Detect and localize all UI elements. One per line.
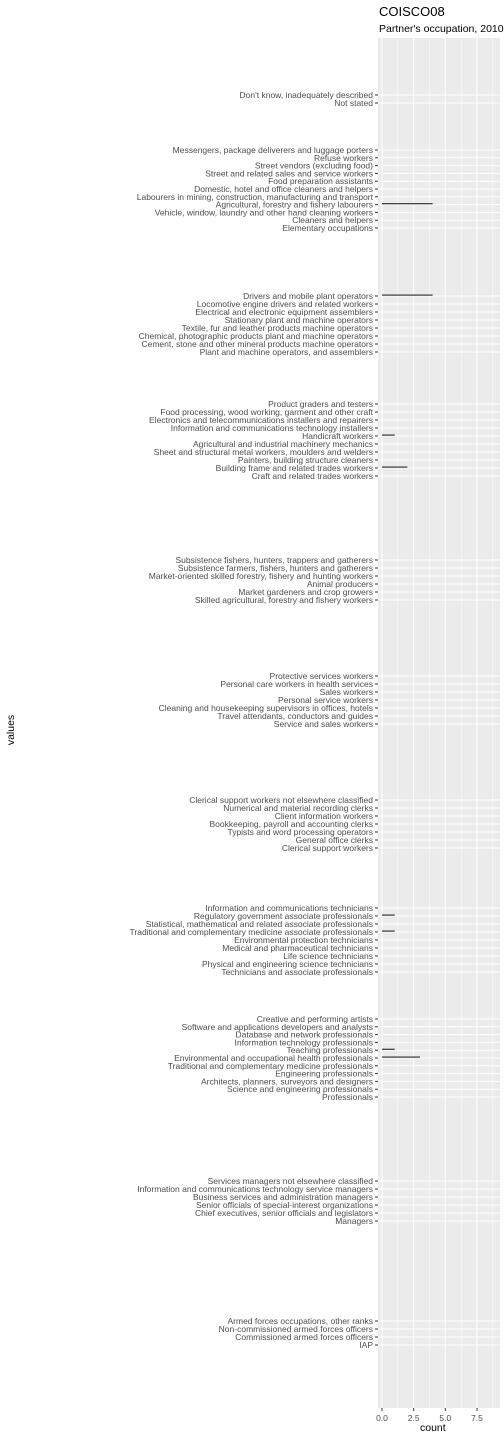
y-tick-label: Physical and engineering science technic…	[202, 959, 373, 969]
bar	[382, 930, 395, 932]
y-tick-label: Creative and performing artists	[257, 1014, 373, 1024]
bar	[382, 203, 433, 205]
y-tick-label: Market-oriented skilled forestry, fisher…	[149, 571, 373, 581]
y-tick-label: Teaching professionals	[287, 1045, 373, 1055]
y-tick-label: Bookkeeping, payroll and accounting cler…	[210, 819, 374, 829]
y-tick-label: Technicians and associate professionals	[221, 967, 373, 977]
y-tick-label: Service and sales workers	[274, 719, 373, 729]
y-tick-label: Street vendors (excluding food)	[255, 161, 373, 171]
y-tick-label: Street and related sales and service wor…	[205, 168, 373, 178]
y-tick-label: Agricultural, forestry and fishery labou…	[216, 200, 373, 210]
y-tick-label: Typists and word processing operators	[227, 827, 373, 837]
y-tick-label: IAP	[359, 1340, 373, 1350]
x-tick-label: 7.5	[471, 1413, 483, 1423]
y-tick-label: Science and engineering professionals	[227, 1084, 373, 1094]
bar	[382, 434, 395, 436]
y-tick-label: Don't know, inadequately described	[240, 90, 374, 100]
y-tick-label: Handicraft workers	[302, 431, 373, 441]
y-tick-label: Skilled agricultural, forestry and fishe…	[195, 595, 373, 605]
y-tick-label: Food preparation assistants	[268, 176, 373, 186]
y-tick-label: Cement, stone and other mineral products…	[141, 339, 373, 349]
y-tick-label: Chief executives, senior officials and l…	[195, 1208, 373, 1218]
y-tick-label: Information and communications technolog…	[137, 1184, 373, 1194]
y-tick-label: Subsistence fishers, hunters, trappers a…	[176, 555, 374, 565]
y-tick-label: Senior officials of special-interest org…	[196, 1200, 373, 1210]
y-tick-label: Textile, fur and leather products machin…	[182, 323, 373, 333]
y-tick-label: Professionals	[322, 1092, 373, 1102]
y-tick-label: Numerical and material recording clerks	[223, 803, 373, 813]
y-tick-label: Client information workers	[275, 811, 373, 821]
x-axis-label: count	[420, 1422, 446, 1434]
y-tick-label: Labourers in mining, construction, manuf…	[137, 192, 374, 202]
y-tick-label: Locomotive engine drivers and related wo…	[197, 299, 373, 309]
y-tick-label: Traditional and complementary medicine a…	[130, 927, 373, 937]
y-tick-label: Electrical and electronic equipment asse…	[195, 307, 373, 317]
y-tick-label: Not stated	[334, 98, 373, 108]
y-tick-label: Database and network professionals	[236, 1030, 374, 1040]
y-tick-label: Information and communications technicia…	[205, 903, 373, 913]
y-tick-label: Regulatory government associate professi…	[194, 911, 373, 921]
y-tick-label: Painters, building structure cleaners	[238, 455, 373, 465]
bar	[382, 914, 395, 916]
y-tick-label: Agricultural and industrial machinery me…	[193, 439, 373, 449]
y-tick-label: Services managers not elsewhere classifi…	[208, 1176, 374, 1186]
y-tick-label: Subsistence farmers, fishers, hunters an…	[178, 563, 373, 573]
y-tick-label: Engineering professionals	[275, 1069, 373, 1079]
y-tick-label: Sheet and structural metal workers, moul…	[154, 447, 373, 457]
bar	[382, 294, 433, 296]
y-tick-label: Refuse workers	[314, 153, 373, 163]
y-tick-label: Medical and pharmaceutical technicians	[222, 943, 373, 953]
y-tick-label: Protective services workers	[270, 671, 373, 681]
y-tick-label: Messengers, package deliverers and lugga…	[173, 145, 373, 155]
chart-title: COISCO08	[379, 4, 445, 19]
y-tick-label: Commissioned armed forces officers	[235, 1332, 373, 1342]
y-tick-label: Statistical, mathematical and related as…	[146, 919, 373, 929]
y-tick-label: Plant and machine operators, and assembl…	[200, 347, 373, 357]
y-tick-label: Life science technicians	[283, 951, 373, 961]
y-tick-label: Domestic, hotel and office cleaners and …	[194, 184, 373, 194]
plot-panel	[378, 38, 500, 1408]
x-tick-label: 0.0	[376, 1413, 388, 1423]
y-tick-label: Traditional and complementary medicine p…	[168, 1061, 373, 1071]
y-tick-label: General office clerks	[296, 835, 373, 845]
y-tick-label: Sales workers	[320, 687, 373, 697]
bar	[382, 1056, 420, 1058]
y-tick-label: Drivers and mobile plant operators	[243, 291, 373, 301]
y-tick-label: Building frame and related trades worker…	[216, 463, 373, 473]
y-tick-label: Environmental and occupational health pr…	[174, 1053, 373, 1063]
y-tick-label: Personal care workers in health services	[220, 679, 373, 689]
y-tick-label: Cleaners and helpers	[292, 215, 373, 225]
y-tick-label: Product graders and testers	[268, 399, 373, 409]
y-tick-label: Information technology professionals	[235, 1037, 373, 1047]
y-tick-label: Software and applications developers and…	[182, 1022, 373, 1032]
y-tick-label: Clerical support workers	[282, 843, 373, 853]
x-tick-label: 5.0	[439, 1413, 451, 1423]
bar	[382, 466, 408, 468]
x-tick-label: 2.5	[408, 1413, 420, 1423]
y-tick-label: Managers	[335, 1216, 373, 1226]
y-tick-label: Cleaning and housekeeping supervisors in…	[159, 703, 373, 713]
y-tick-label: Information and communications technolog…	[171, 423, 373, 433]
y-tick-label: Animal producers	[307, 579, 373, 589]
y-tick-label: Clerical support workers not elsewhere c…	[189, 795, 373, 805]
bar	[382, 1048, 395, 1050]
chart-subtitle: Partner's occupation, 2010	[379, 23, 504, 35]
y-tick-label: Market gardeners and crop growers	[238, 587, 373, 597]
y-tick-label: Travel attendants, conductors and guides	[217, 711, 373, 721]
y-tick-label: Electronics and telecommunications insta…	[149, 415, 373, 425]
y-tick-label: Business services and administration man…	[193, 1192, 373, 1202]
y-tick-label: Architects, planners, surveyors and desi…	[201, 1076, 373, 1086]
y-tick-label: Armed forces occupations, other ranks	[227, 1316, 373, 1326]
y-tick-label: Personal service workers	[278, 695, 373, 705]
y-tick-label: Vehicle, window, laundry and other hand …	[155, 207, 373, 217]
y-tick-label: Stationary plant and machine operators	[225, 315, 373, 325]
y-tick-label: Chemical, photographic products plant an…	[139, 331, 373, 341]
y-tick-label: Elementary occupations	[282, 223, 373, 233]
y-tick-label: Non-commissioned armed forces officers	[219, 1324, 373, 1334]
y-tick-label: Food processing, wood working, garment a…	[160, 407, 373, 417]
y-tick-label: Craft and related trades workers	[252, 471, 373, 481]
y-tick-label: Environmental protection technicians	[234, 935, 373, 945]
